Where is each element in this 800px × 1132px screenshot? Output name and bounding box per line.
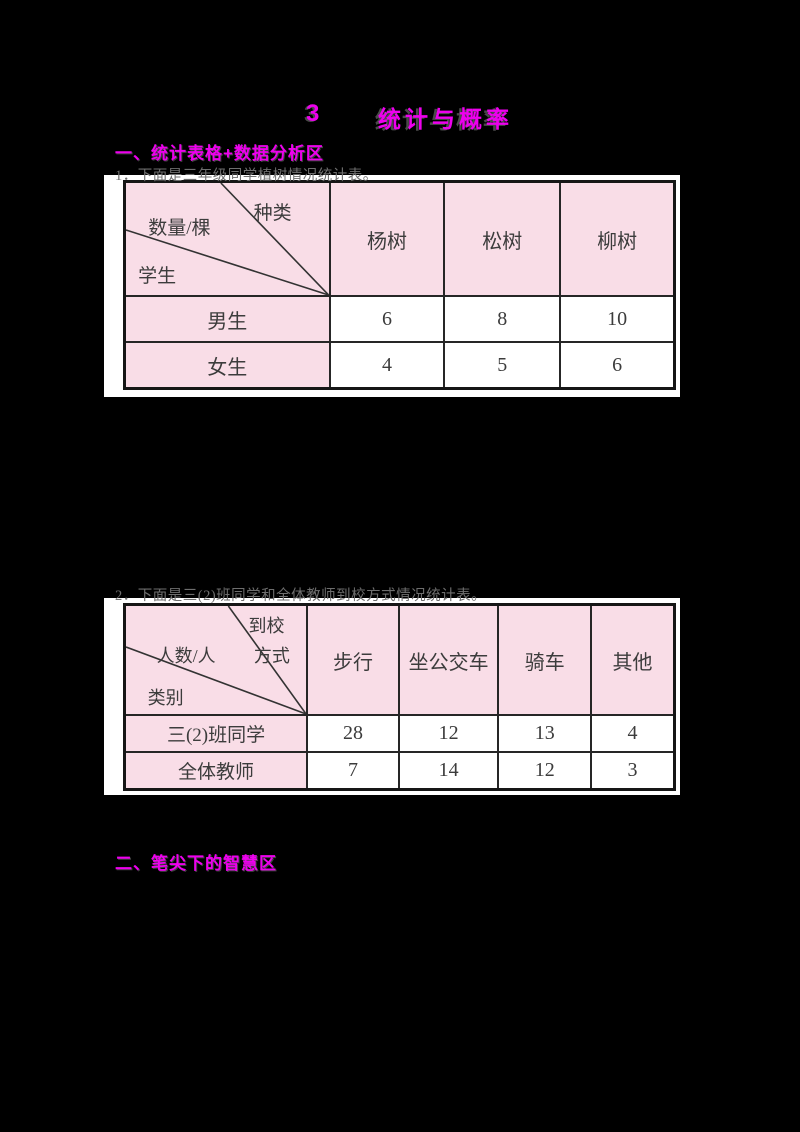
table-row: 男生 6 8 10 [123, 295, 676, 343]
table-1-row-label: 男生 [123, 295, 331, 343]
question-1-caption: 1．下面是三年级同学植树情况统计表。 [115, 168, 378, 184]
table-2-cell: 14 [397, 751, 500, 791]
corner-label-people: 人数/人 [156, 645, 216, 666]
question-2-caption: 2．下面是三(2)班同学和全体教师到校方式情况统计表。 [115, 588, 487, 604]
table-2-col-header: 骑车 [497, 603, 593, 716]
corner-label-category: 种类 [253, 202, 292, 224]
corner-label-commute-2: 方式 [253, 645, 290, 666]
table-2-col-header: 步行 [306, 603, 400, 716]
table-1-corner-cell: 种类 数量/棵 学生 [123, 180, 331, 297]
table-2-corner-cell: 到校 方式 人数/人 类别 [123, 603, 309, 716]
table-2-cell: 28 [306, 714, 400, 753]
table-2-row-label: 全体教师 [123, 751, 309, 791]
table-1-cell: 6 [559, 341, 676, 390]
table-2-cell: 4 [590, 714, 676, 753]
table-1-cell: 5 [443, 341, 562, 390]
tree-planting-table: 种类 数量/棵 学生 杨树 松树 柳树 男生 6 8 10 女生 4 5 6 [123, 180, 676, 390]
table-2-cell: 13 [497, 714, 593, 753]
table-1-col-header: 杨树 [328, 180, 446, 297]
table-2-col-header: 其他 [590, 603, 676, 716]
table-1-cell: 10 [559, 295, 676, 343]
table-row: 女生 4 5 6 [123, 341, 676, 390]
chapter-title: 统计与概率 [378, 106, 513, 132]
section-two-heading: 二、笔尖下的智慧区 [115, 854, 277, 873]
table-1-cell: 4 [328, 341, 446, 390]
school-commute-table: 到校 方式 人数/人 类别 步行 坐公交车 骑车 其他 三(2)班同学 28 1… [123, 603, 676, 791]
table-2-col-header: 坐公交车 [397, 603, 500, 716]
table-row: 三(2)班同学 28 12 13 4 [123, 714, 676, 753]
corner-label-students: 学生 [138, 266, 177, 288]
diagonal-divider-lines [126, 183, 329, 295]
section-one-heading: 一、统计表格+数据分析区 [115, 144, 324, 163]
table-2-cell: 7 [306, 751, 400, 791]
table-1-paper: 种类 数量/棵 学生 杨树 松树 柳树 男生 6 8 10 女生 4 5 6 [104, 175, 680, 397]
corner-label-commute-1: 到校 [248, 616, 285, 637]
corner-label-quantity: 数量/棵 [148, 218, 211, 240]
corner-label-group: 类别 [147, 687, 184, 708]
table-2-cell: 12 [397, 714, 500, 753]
table-1-col-header: 松树 [443, 180, 562, 297]
table-1-cell: 6 [328, 295, 446, 343]
diagonal-divider-lines [126, 606, 306, 714]
table-2-row-label: 三(2)班同学 [123, 714, 309, 753]
table-1-col-header: 柳树 [559, 180, 676, 297]
document-title: 3 统计与概率 [0, 100, 800, 132]
table-2-cell: 12 [497, 751, 593, 791]
table-1-row-label: 女生 [123, 341, 331, 390]
table-row: 全体教师 7 14 12 3 [123, 751, 676, 791]
chapter-number: 3 [306, 100, 320, 127]
table-1-cell: 8 [443, 295, 562, 343]
table-2-paper: 到校 方式 人数/人 类别 步行 坐公交车 骑车 其他 三(2)班同学 28 1… [104, 598, 680, 795]
table-2-cell: 3 [590, 751, 676, 791]
